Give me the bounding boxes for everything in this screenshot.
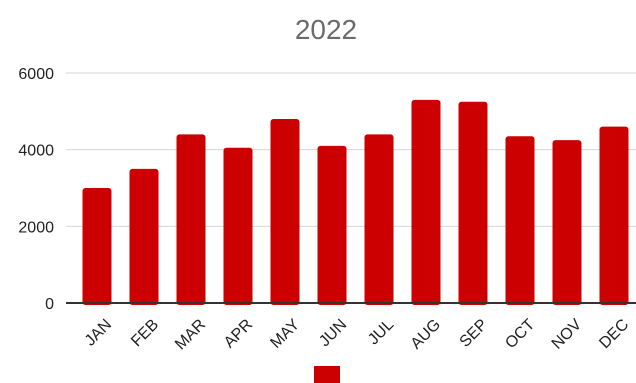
y-tick-label: 2000 — [18, 219, 54, 236]
bar-nov — [552, 140, 582, 305]
x-tick-label: NOV — [549, 316, 586, 353]
y-tick-label: 0 — [45, 296, 54, 313]
x-tick-label: JUN — [316, 316, 350, 350]
x-tick-label: FEB — [128, 316, 162, 350]
bar-jul — [364, 134, 394, 305]
bar-apr — [223, 147, 253, 305]
bar-feb — [129, 168, 159, 305]
y-tick-label: 6000 — [18, 66, 54, 83]
y-axis-tick-labels: 0 2000 4000 6000 — [18, 66, 54, 313]
bar-mar — [176, 134, 206, 305]
x-axis-tick-labels: JAN FEB MAR APR MAY JUN JUL AUG SEP OCT NOV DEC — [82, 316, 632, 353]
legend-swatch — [314, 366, 340, 383]
x-tick-label: MAR — [172, 316, 209, 353]
gridlines — [66, 72, 636, 227]
bar-aug — [411, 99, 441, 305]
bar-oct — [505, 136, 535, 305]
bar-jun — [317, 145, 347, 305]
bar-may — [270, 119, 300, 305]
x-tick-label: DEC — [596, 316, 632, 352]
bar-dec — [599, 126, 629, 306]
bar-sep — [458, 101, 488, 305]
chart-title: 2022 — [295, 14, 357, 45]
x-tick-label: APR — [221, 316, 256, 351]
x-tick-label: MAY — [267, 316, 303, 352]
bar-jan — [82, 188, 112, 305]
x-tick-label: OCT — [502, 316, 538, 352]
x-tick-label: AUG — [408, 316, 445, 353]
x-tick-label: SEP — [457, 316, 492, 351]
y-tick-label: 4000 — [18, 143, 54, 160]
x-tick-label: JUL — [365, 316, 397, 348]
bars — [82, 99, 629, 306]
x-tick-label: JAN — [82, 316, 115, 349]
